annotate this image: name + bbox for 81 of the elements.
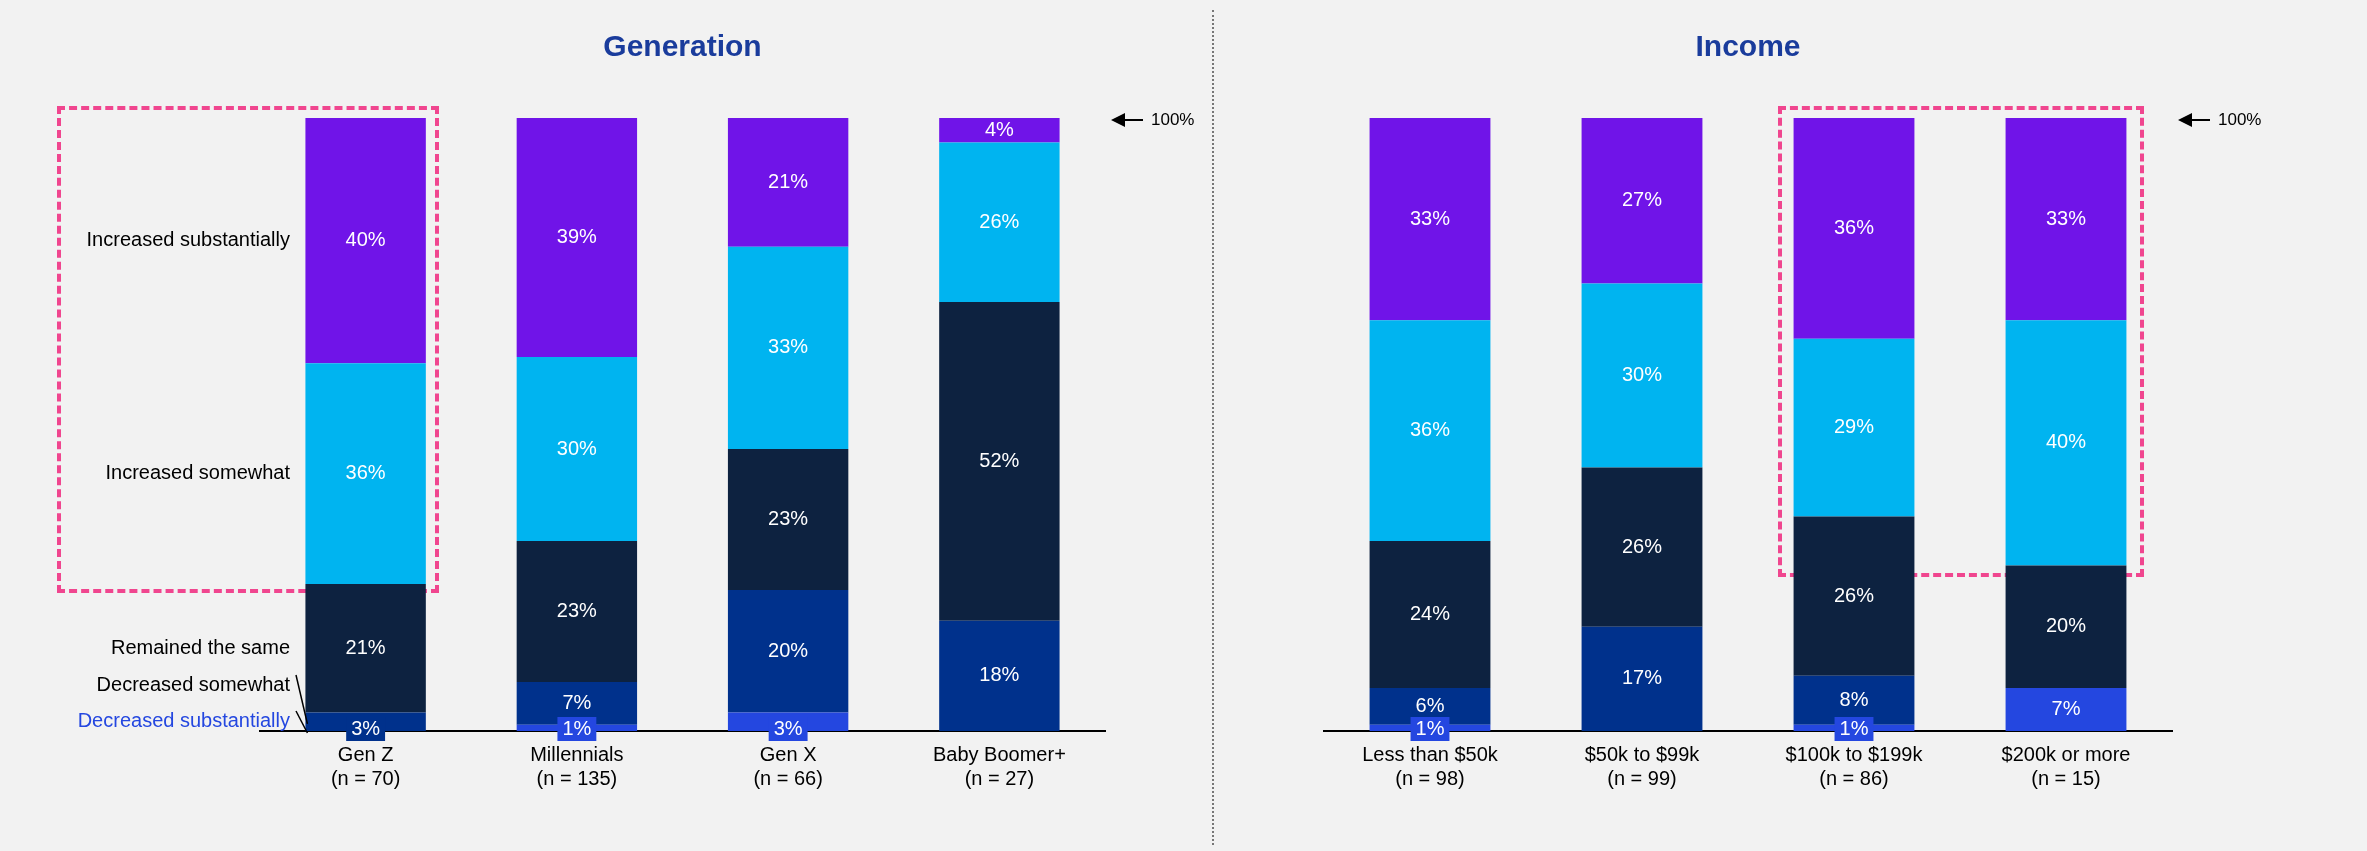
text: 100% [2218,109,2262,129]
data-label: 39% [556,225,598,248]
x-tick-label: Baby Boomer+ (n = 27) [932,742,1066,789]
bar [2005,118,2127,321]
data-label: 40% [2045,430,2087,453]
data-label: 3% [773,716,803,739]
data-label: 1% [1415,716,1445,739]
data-label: 7% [562,690,592,713]
chart-title: Income [1695,29,1801,63]
data-label: 23% [768,507,809,530]
data-label: 8% [1839,687,1869,710]
data-label: 29% [1833,415,1875,438]
series-label: Increased somewhat [105,461,291,484]
bar [727,449,849,591]
data-label: 26% [979,209,1020,232]
bar [1793,118,1915,339]
bar [727,590,849,713]
data-label: 36% [345,461,386,484]
data-label: 1% [1839,716,1869,739]
bar [305,118,426,364]
chart-title: Generation [603,29,762,63]
bar [1369,320,1491,541]
data-label: 3% [351,716,381,739]
bar [1581,283,1703,468]
bar [1581,626,1703,731]
data-label: 26% [1833,583,1875,606]
x-tick-label: Gen X (n = 66) [753,742,823,789]
data-label: 18% [979,663,1020,686]
data-label: 36% [1833,215,1875,238]
data-label: 26% [1621,534,1663,557]
bar [305,363,426,584]
data-label: 6% [1415,694,1445,716]
x-tick-label: $200k or more (n = 15) [2001,742,2131,789]
series-label: Increased substantially [86,228,290,251]
bar [1581,118,1703,284]
bar [1581,467,1703,627]
data-label: 24% [1409,602,1451,625]
bar [516,540,638,682]
x-tick-label: Gen Z (n = 70) [330,742,401,789]
data-label: 20% [2045,614,2087,637]
text: 100% [1151,109,1195,129]
bar [939,142,1060,302]
data-label: 21% [768,169,809,192]
data-label: 21% [345,635,386,658]
bar [2005,565,2127,689]
bar [1793,338,1915,517]
x-tick-label: $50k to $99k (n = 99) [1584,742,1701,789]
data-label: 52% [979,448,1020,471]
bar [727,118,849,247]
bar [939,301,1060,621]
data-label: 20% [768,638,809,661]
data-label: 27% [1621,188,1663,211]
bar [2005,320,2127,566]
series-label: Remained the same [111,635,290,658]
bar [1369,118,1491,321]
data-label: 36% [1409,418,1451,441]
x-tick-label: Less than $50k (n = 98) [1362,742,1499,789]
x-tick-label: $100k to $199k (n = 86) [1785,742,1924,789]
data-label: 40% [345,228,386,251]
bar [516,357,638,541]
bar [1369,540,1491,689]
bar [727,246,849,450]
bar [939,118,1060,143]
bar [939,620,1060,731]
text: Decreased substantially [77,708,290,731]
bar [1793,516,1915,676]
bar [305,583,426,713]
series-label: Decreased somewhat [96,672,291,695]
data-label: 17% [1621,666,1663,689]
bar [2005,688,2127,731]
data-label: 4% [984,117,1015,140]
bar [516,118,638,358]
data-label: 30% [556,436,598,459]
data-label: 30% [1621,362,1663,385]
data-label: 33% [768,335,809,358]
data-label: 23% [556,598,598,621]
data-label: 33% [2045,206,2087,229]
x-tick-label: Millennials (n = 135) [530,742,624,789]
data-label: 33% [1409,206,1451,229]
data-label: 7% [2051,697,2081,720]
data-label: 1% [562,716,592,739]
